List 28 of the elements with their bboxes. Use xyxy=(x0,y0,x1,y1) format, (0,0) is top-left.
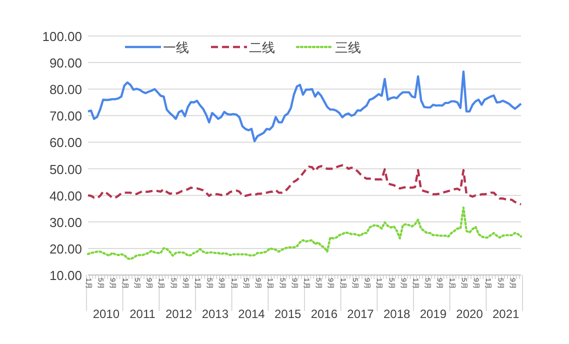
text: 2011 xyxy=(130,307,156,321)
line-series xyxy=(86,206,522,260)
line-series xyxy=(86,164,522,206)
text: 2013 xyxy=(202,307,229,321)
y-tick-label: 40.00 xyxy=(49,188,82,204)
legend-label: 一线 xyxy=(163,40,189,55)
text: 2012 xyxy=(165,307,193,321)
y-tick-label: 70.00 xyxy=(49,108,82,124)
legend-label: 三线 xyxy=(335,40,361,55)
y-tick-label: 90.00 xyxy=(49,56,82,71)
y-tick-label: 60.00 xyxy=(49,135,82,150)
text: 2021 xyxy=(492,307,520,321)
y-tick-label: 50.00 xyxy=(49,162,82,177)
text: 2018 xyxy=(384,307,411,321)
y-tick-label: 80.00 xyxy=(49,82,82,98)
y-tick-label: 10.00 xyxy=(49,268,82,283)
y-tick-label: 20.00 xyxy=(49,241,82,256)
line-series xyxy=(86,70,522,142)
text: 2019 xyxy=(420,307,447,321)
text: 2016 xyxy=(310,307,338,321)
text: 2014 xyxy=(238,307,266,321)
text: 2017 xyxy=(347,307,374,321)
y-tick-label: 100.00 xyxy=(42,29,82,44)
y-tick-label: 30.00 xyxy=(49,214,82,230)
text: 2015 xyxy=(274,307,302,321)
legend-label: 二线 xyxy=(249,40,275,55)
text: 2010 xyxy=(92,307,120,321)
text: 2020 xyxy=(456,307,484,321)
